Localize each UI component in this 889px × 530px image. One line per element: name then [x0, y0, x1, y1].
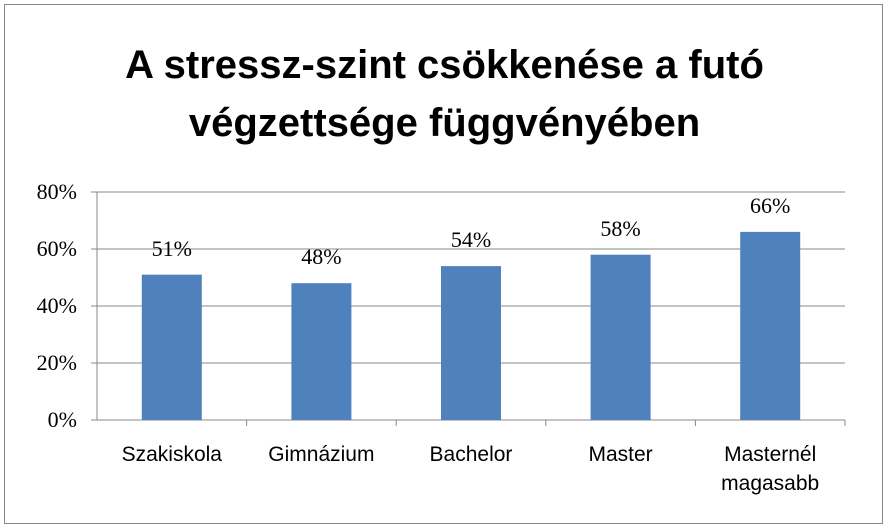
value-label: 51%	[151, 235, 192, 261]
y-tick-label: 0%	[47, 407, 77, 432]
bar	[590, 254, 651, 420]
x-tick-label: Master	[588, 443, 653, 466]
y-tick-label: 20%	[36, 350, 77, 375]
bar	[291, 283, 352, 420]
x-tick-label: Masternél magasabb	[721, 443, 820, 495]
y-tick-label: 40%	[36, 293, 77, 318]
value-label: 58%	[600, 215, 641, 241]
value-label: 54%	[450, 227, 492, 253]
y-tick-label: 60%	[36, 236, 77, 261]
bar	[740, 231, 801, 420]
x-tick-label: Gimnázium	[268, 443, 375, 466]
bar	[441, 266, 501, 420]
bar	[141, 274, 202, 420]
value-label: 66%	[750, 192, 791, 218]
x-tick-label: Bachelor	[429, 443, 513, 466]
chart-title: A stressz-szint csökkenése a futó végzet…	[125, 43, 764, 145]
y-tick-label: 80%	[36, 179, 77, 204]
chart-border	[4, 4, 883, 524]
x-tick-label: Szakiskola	[121, 443, 222, 466]
value-label: 48%	[301, 244, 342, 270]
